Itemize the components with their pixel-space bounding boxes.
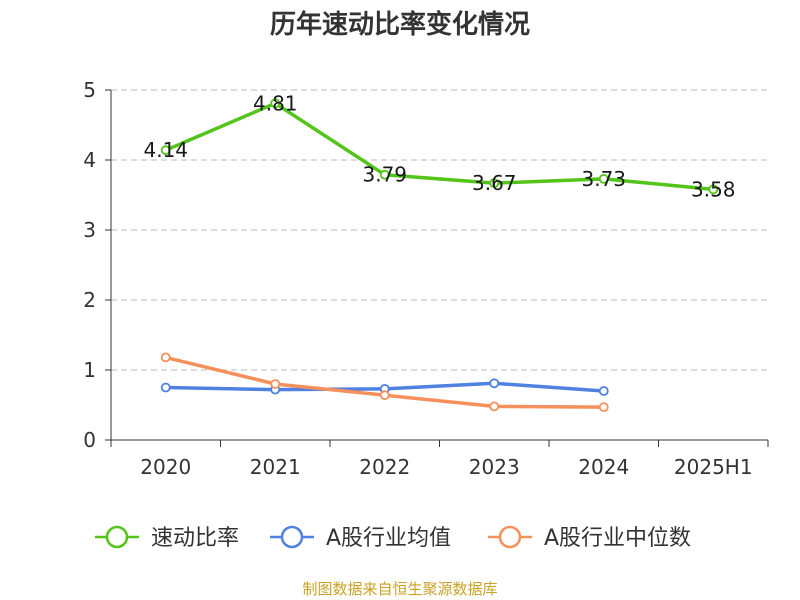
legend-item[interactable]: 速动比率	[95, 525, 239, 551]
legend-item[interactable]: A股行业均值	[270, 525, 451, 551]
data-point	[489, 401, 500, 412]
data-point	[489, 178, 500, 189]
y-tick-label: 1	[83, 358, 96, 382]
data-point	[379, 390, 390, 401]
axes: 0 1 2 3 4 5 2020 2021 2022 2023 2024 2025H1	[83, 78, 769, 479]
y-tick-label: 5	[83, 78, 96, 102]
legend-marker-icon	[498, 525, 522, 549]
data-label: 3.67	[472, 171, 517, 195]
data-point	[160, 145, 171, 156]
source-note: 制图数据来自恒生聚源数据库	[302, 580, 497, 598]
y-tick-label: 0	[83, 428, 96, 452]
data-point	[708, 184, 719, 195]
data-point	[270, 98, 281, 109]
x-tick-label: 2025H1	[674, 455, 753, 479]
x-tick-label: 2021	[250, 455, 301, 479]
data-labels: 4.14 4.81 3.79 3.67 3.73 3.58	[143, 91, 735, 201]
legend-marker-icon	[105, 525, 129, 549]
data-label: 4.14	[143, 138, 188, 162]
data-point	[598, 386, 609, 396]
data-label: 3.79	[362, 163, 407, 187]
data-label: 3.73	[581, 167, 626, 191]
legend[interactable]: 速动比率 A股行业均值 A股行业中位数	[95, 525, 691, 551]
legend-marker-icon	[280, 525, 304, 549]
x-tick-label: 2022	[359, 455, 410, 479]
series-1	[160, 378, 609, 396]
legend-item[interactable]: A股行业中位数	[488, 525, 691, 551]
y-tick-label: 3	[83, 218, 96, 242]
series-line	[165, 101, 714, 192]
legend-label: A股行业均值	[326, 526, 451, 551]
x-tick-label: 2020	[140, 455, 191, 479]
data-point	[160, 382, 171, 393]
x-tick-label: 2024	[578, 455, 629, 479]
data-point	[379, 169, 390, 180]
legend-label: 速动比率	[151, 526, 239, 551]
series-0	[160, 98, 719, 195]
data-point	[598, 402, 609, 413]
y-tick-label: 4	[83, 148, 96, 172]
data-point	[160, 352, 171, 363]
data-point	[270, 379, 281, 389]
series-layer	[160, 98, 719, 413]
series-2	[160, 352, 609, 413]
chart-title: 历年速动比率变化情况	[270, 9, 530, 40]
x-tick-label: 2023	[469, 455, 520, 479]
legend-label: A股行业中位数	[544, 526, 691, 551]
y-tick-label: 2	[83, 288, 96, 312]
data-point	[489, 378, 500, 389]
data-point	[598, 173, 609, 184]
data-label: 4.81	[253, 91, 298, 115]
data-label: 3.58	[691, 177, 736, 201]
